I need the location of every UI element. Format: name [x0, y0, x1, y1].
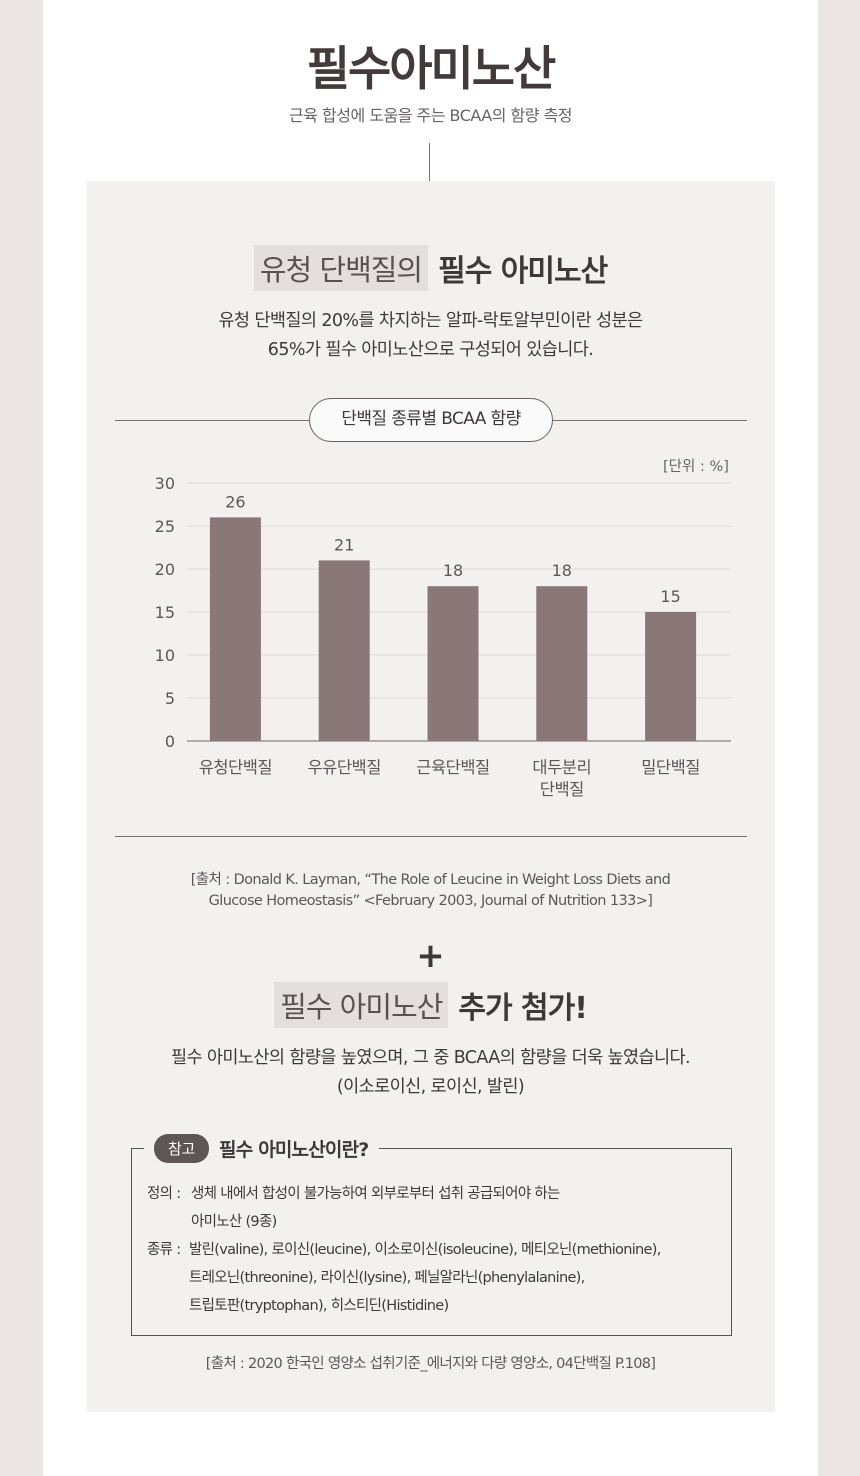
- bar: [645, 612, 697, 741]
- bcaa-bar-chart: 0 5 10 15 20 25 30 26 유청단백질 21 우유단백질 18 근육단백질 18 대두분리 단…: [155, 474, 731, 799]
- chart-unit-label: [단위 : %]: [663, 459, 729, 475]
- y-tick-label: 15: [155, 603, 175, 622]
- plus-icon: +: [416, 936, 445, 976]
- section2-desc-line2: (이소로이신, 로이신, 발린): [336, 1077, 525, 1097]
- chart-bottom-rule: [115, 836, 747, 837]
- bar: [318, 560, 370, 741]
- section1-strong: 필수 아미노산: [438, 254, 608, 289]
- note-badge: 참고: [154, 1133, 210, 1163]
- source-citation-1: [출처 : Donald K. Layman, “The Role of Leu…: [43, 870, 818, 912]
- page-title: 필수아미노산: [306, 42, 556, 97]
- content-page: 필수아미노산 근육 합성에 도움을 주는 BCAA의 함량 측정 유청 단백질의…: [43, 0, 818, 1476]
- y-tick-label: 0: [165, 732, 175, 751]
- section2-heading: 필수 아미노산 추가 첨가!: [43, 982, 818, 1028]
- bar: [536, 586, 588, 741]
- note-kind-line3: 트립토판(tryptophan), 히스티딘(Histidine): [189, 1298, 449, 1314]
- bar: [427, 586, 479, 741]
- section1-desc-line2: 65%가 필수 아미노산으로 구성되어 있습니다.: [267, 340, 594, 360]
- x-tick-label: 밀단백질: [641, 758, 700, 777]
- section1-heading: 유청 단백질의 필수 아미노산: [43, 245, 818, 291]
- note-box: [131, 1148, 732, 1336]
- section2-desc-line1: 필수 아미노산의 함량을 높였으며, 그 중 BCAA의 함량을 더욱 높였습니…: [170, 1048, 691, 1068]
- data-label: 21: [334, 535, 354, 554]
- note-heading: 참고 필수 아미노산이란?: [144, 1132, 379, 1164]
- bar: [209, 517, 261, 741]
- note-title: 필수 아미노산이란?: [219, 1138, 369, 1161]
- x-tick-label: 유청단백질: [199, 758, 272, 777]
- source1-line1: [출처 : Donald K. Layman, “The Role of Leu…: [190, 872, 671, 888]
- x-tick-label: 우유단백질: [307, 758, 380, 777]
- source-citation-2: [출처 : 2020 한국인 영양소 섭취기준_에너지와 다량 영양소, 04단…: [205, 1356, 656, 1372]
- note-kind-label: 종류 :: [147, 1242, 181, 1258]
- section2-highlight: 필수 아미노산: [274, 982, 449, 1028]
- y-tick-label: 5: [165, 689, 175, 708]
- y-tick-label: 20: [155, 560, 175, 579]
- note-def-line1: 생체 내에서 합성이 불가능하여 외부로부터 섭취 공급되어야 하는: [191, 1186, 560, 1202]
- note-kind-line2: 트레오닌(threonine), 라이신(lysine), 페닐알라닌(phen…: [189, 1270, 585, 1286]
- x-tick-label: 대두분리 단백질: [532, 758, 591, 799]
- note-def-label: 정의 :: [147, 1186, 181, 1202]
- data-label: 18: [552, 561, 572, 580]
- y-tick-label: 25: [155, 517, 175, 536]
- y-tick-label: 30: [155, 474, 175, 493]
- page-subtitle: 근육 합성에 도움을 주는 BCAA의 함량 측정: [288, 106, 573, 125]
- data-label: 18: [443, 561, 463, 580]
- data-label: 15: [660, 587, 680, 606]
- note-kind-text: 발린(valine), 로이신(leucine), 이소로이신(isoleuci…: [189, 1236, 661, 1320]
- section2-description: 필수 아미노산의 함량을 높였으며, 그 중 BCAA의 함량을 더욱 높였습니…: [43, 1044, 818, 1102]
- connector-line: [429, 143, 430, 213]
- section1-highlight: 유청 단백질의: [253, 245, 429, 291]
- x-tick-label: 근육단백질: [416, 758, 489, 777]
- info-panel: [87, 181, 775, 1412]
- source1-line2: Glucose Homeostasis” <February 2003, Jou…: [208, 893, 653, 909]
- note-kind-line1: 발린(valine), 로이신(leucine), 이소로이신(isoleuci…: [189, 1242, 661, 1258]
- section1-desc-line1: 유청 단백질의 20%를 차지하는 알파-락토알부민이란 성분은: [218, 311, 643, 331]
- note-def-text: 생체 내에서 합성이 불가능하여 외부로부터 섭취 공급되어야 하는 아미노산 …: [191, 1180, 560, 1236]
- y-tick-label: 10: [155, 646, 175, 665]
- section1-description: 유청 단백질의 20%를 차지하는 알파-락토알부민이란 성분은 65%가 필수…: [43, 307, 818, 365]
- data-label: 26: [225, 492, 245, 511]
- note-def-line2: 아미노산 (9종): [191, 1214, 277, 1230]
- section2-strong: 추가 첨가!: [458, 991, 588, 1026]
- chart-title: 단백질 종류별 BCAA 함량: [309, 398, 553, 442]
